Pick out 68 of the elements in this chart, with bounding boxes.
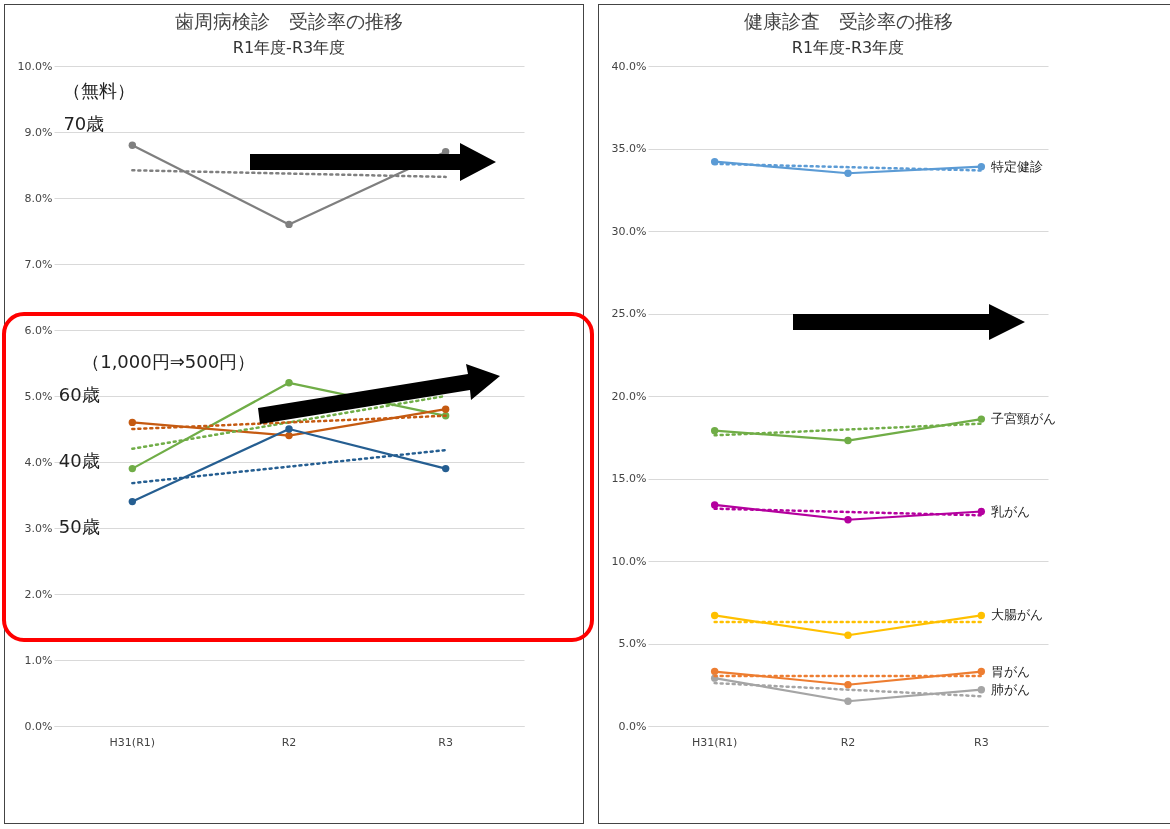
series-label: 肺がん <box>991 681 1031 697</box>
point <box>128 497 137 506</box>
point <box>977 162 986 171</box>
x-tick-label: R3 <box>974 735 989 749</box>
series-label: 乳がん <box>991 503 1031 519</box>
y-tick-label: 10.0% <box>17 59 53 73</box>
y-tick-label: 10.0% <box>611 554 647 568</box>
y-tick-label: 7.0% <box>24 257 53 271</box>
point <box>844 516 852 524</box>
point <box>977 415 986 423</box>
chart-title: 歯周病検診 受診率の推移 <box>175 10 403 32</box>
series-label: 大腸がん <box>991 607 1044 623</box>
x-tick-label: R2 <box>281 735 297 749</box>
point <box>977 686 986 694</box>
point <box>844 697 852 705</box>
y-tick-label: 0.0% <box>618 719 647 733</box>
y-tick-label: 6.0% <box>24 323 53 337</box>
x-tick-label: H31(R1) <box>109 735 156 749</box>
point <box>285 431 293 440</box>
point <box>710 667 719 676</box>
point <box>441 405 450 413</box>
chart-subtitle: R1年度-R3年度 <box>232 38 346 57</box>
y-tick-label: 40.0% <box>611 59 647 73</box>
series-label: 子宮頸がん <box>991 411 1057 427</box>
y-tick-label: 5.0% <box>24 389 53 403</box>
y-tick-label: 25.0% <box>611 307 647 320</box>
annotation: 70歳 <box>63 113 105 135</box>
point <box>844 631 852 639</box>
y-tick-label: 3.0% <box>24 521 53 535</box>
annotation: 40歳 <box>58 450 100 471</box>
point <box>844 169 852 177</box>
y-tick-label: 1.0% <box>24 653 53 667</box>
point <box>977 611 986 620</box>
y-tick-label: 5.0% <box>618 637 647 650</box>
point <box>710 426 719 435</box>
y-tick-label: 20.0% <box>611 389 647 403</box>
series-label: 特定健診 <box>991 158 1044 174</box>
x-tick-label: H31(R1) <box>691 735 738 749</box>
series-label: 胃がん <box>991 663 1031 679</box>
point <box>844 436 852 445</box>
point <box>285 220 293 229</box>
point <box>128 141 137 149</box>
point <box>285 425 293 433</box>
annotation: 50歳 <box>58 516 100 537</box>
y-tick-label: 8.0% <box>24 191 53 205</box>
point <box>977 507 986 516</box>
y-tick-label: 2.0% <box>24 587 53 601</box>
point <box>128 464 137 473</box>
chart-title: 健康診査 受診率の推移 <box>743 10 953 32</box>
y-tick-label: 9.0% <box>24 125 53 139</box>
x-tick-label: R3 <box>438 735 453 749</box>
annotation: （1,000円⇒500円） <box>82 351 256 372</box>
point <box>285 379 293 387</box>
point <box>844 681 852 689</box>
y-tick-label: 0.0% <box>24 719 53 733</box>
annotation: 60歳 <box>58 384 100 405</box>
point <box>977 667 986 676</box>
x-tick-label: R2 <box>840 735 856 749</box>
chart-subtitle: R1年度-R3年度 <box>791 38 905 57</box>
y-tick-label: 4.0% <box>24 455 53 469</box>
point <box>128 418 137 427</box>
point <box>710 501 719 509</box>
annotation: （無料） <box>63 80 136 102</box>
y-tick-label: 15.0% <box>611 472 647 485</box>
y-tick-label: 35.0% <box>611 142 647 155</box>
y-tick-label: 30.0% <box>611 224 647 238</box>
point <box>710 611 719 620</box>
point <box>441 464 450 473</box>
